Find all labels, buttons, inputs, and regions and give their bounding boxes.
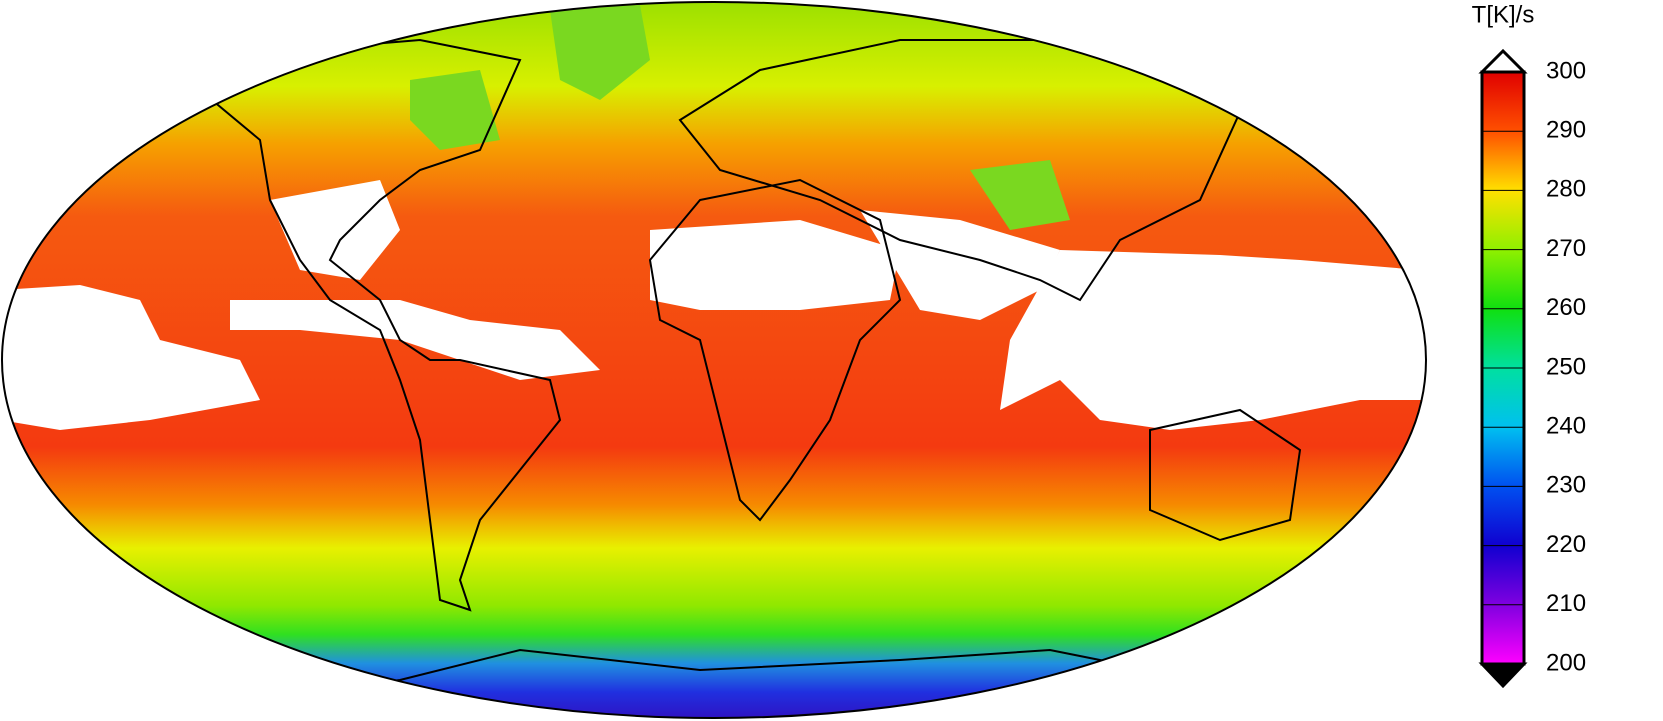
colorbar-label: T[K]/s (1472, 1, 1535, 28)
masked-regions (2, 180, 1426, 430)
colorbar-tick-label: 210 (1546, 590, 1586, 617)
colorbar-tick-label: 260 (1546, 294, 1586, 321)
map-border (1, 1, 1427, 719)
colorbar-tick-label: 290 (1546, 117, 1586, 144)
colorbar-tick-label: 300 (1546, 57, 1586, 84)
colorbar-tick-label: 270 (1546, 235, 1586, 262)
colorbar-tick-label: 250 (1546, 353, 1586, 380)
colorbar-extend-bottom (1478, 662, 1528, 689)
map (2, 2, 1426, 718)
colorbar-tick-label: 200 (1546, 649, 1586, 676)
colorbar-extend-top (1478, 48, 1528, 74)
colorbar-tick-label: 230 (1546, 472, 1586, 499)
cold-land (410, 5, 1070, 230)
colorbar-tick-label: 220 (1546, 531, 1586, 558)
colorbar-tick-label: 240 (1546, 413, 1586, 440)
colorbar-tick-label: 280 (1546, 176, 1586, 203)
